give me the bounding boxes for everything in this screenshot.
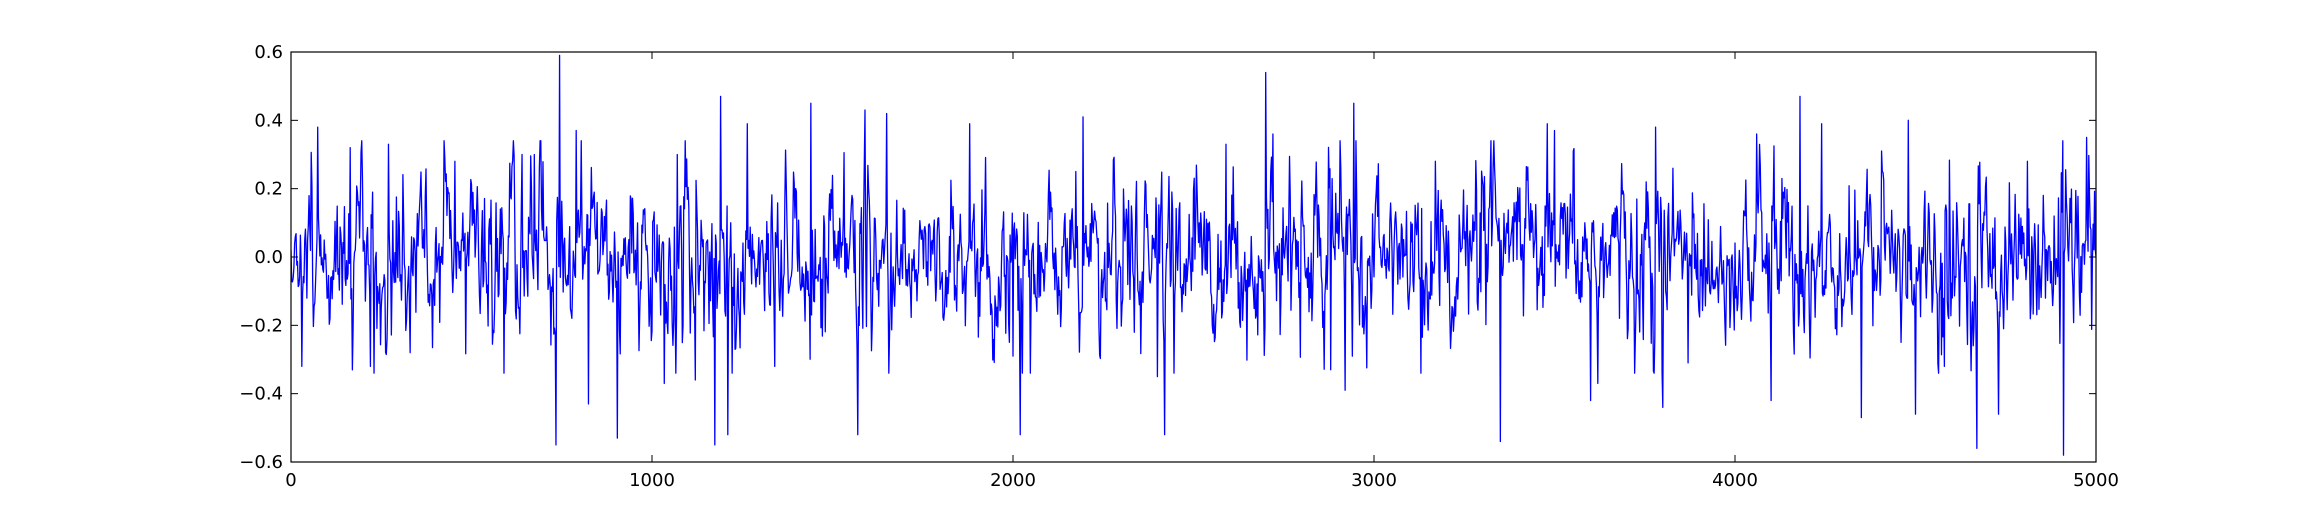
x-tick-label: 2000 — [990, 470, 1036, 491]
y-tick-label: −0.6 — [239, 452, 283, 473]
y-tick-label: −0.2 — [239, 315, 283, 336]
x-tick-label: 4000 — [1712, 470, 1758, 491]
y-tick-label: 0.2 — [254, 179, 283, 200]
series-line — [291, 54, 2096, 456]
x-tick-label: 0 — [285, 470, 296, 491]
x-tick-label: 5000 — [2073, 470, 2119, 491]
y-tick-label: 0.0 — [254, 247, 283, 268]
x-tick-label: 1000 — [629, 470, 675, 491]
plot-area — [290, 51, 2097, 463]
x-tick-label: 3000 — [1351, 470, 1397, 491]
x-axis: 0 1000 2000 3000 4000 5000 — [285, 52, 2119, 491]
y-tick-label: −0.4 — [239, 384, 283, 405]
y-tick-label: 0.4 — [254, 110, 283, 131]
y-axis: −0.6 −0.4 −0.2 0.0 0.2 0.4 0.6 — [239, 42, 2096, 473]
y-tick-label: 0.6 — [254, 42, 283, 63]
